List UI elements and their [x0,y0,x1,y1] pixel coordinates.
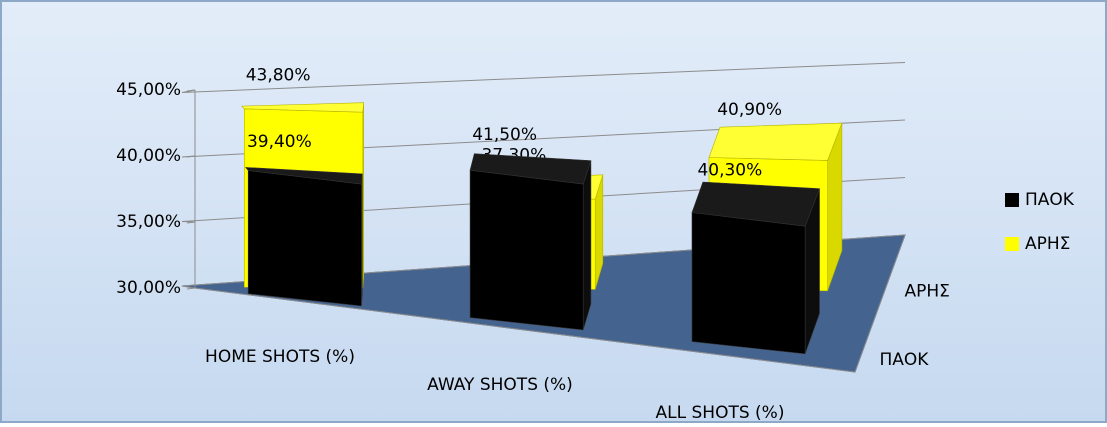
legend-label: ΠΑΟΚ [1025,190,1075,210]
x-tick-label: ALL SHOTS (%) [656,403,785,423]
bar-top [241,102,365,113]
x-axis [194,287,856,373]
y-tick-mark [186,287,196,290]
bar-top [708,122,843,161]
grid-line [181,177,906,223]
data-label: 40,90% [717,100,782,120]
data-label: 39,40% [247,132,312,152]
y-tick-label: 45,00% [116,80,181,100]
y-tick-mark [186,89,196,92]
x-tick-label: AWAY SHOTS (%) [427,375,573,395]
y-tick-label: 35,00% [116,212,181,232]
bar-top [245,167,363,185]
data-label: 41,50% [472,125,537,145]
y-tick-label: 30,00% [116,278,181,298]
depth-tick-label: ΠΑΟΚ [880,350,930,370]
legend-label: ΑΡΗΣ [1025,234,1070,254]
bar-front [247,170,362,307]
y-tick-mark [186,221,196,224]
x-tick-label: HOME SHOTS (%) [205,347,355,367]
bar-front [691,212,806,355]
bar-side [582,160,592,330]
legend-swatch [1005,193,1019,207]
depth-axis [854,234,906,373]
grid-line [181,234,906,289]
bar-front [469,169,584,331]
bar-top [469,153,592,185]
y-tick-label: 40,00% [116,146,181,166]
plot-area: 30,00%35,00%40,00%45,00%43,80%37,30%40,9… [116,62,950,423]
data-label: 43,80% [246,65,311,85]
depth-tick-label: ΑΡΗΣ [905,281,950,301]
y-tick-mark [186,155,196,158]
bar-top [691,181,820,227]
legend-swatch [1005,237,1019,251]
data-label: 40,30% [697,160,762,180]
